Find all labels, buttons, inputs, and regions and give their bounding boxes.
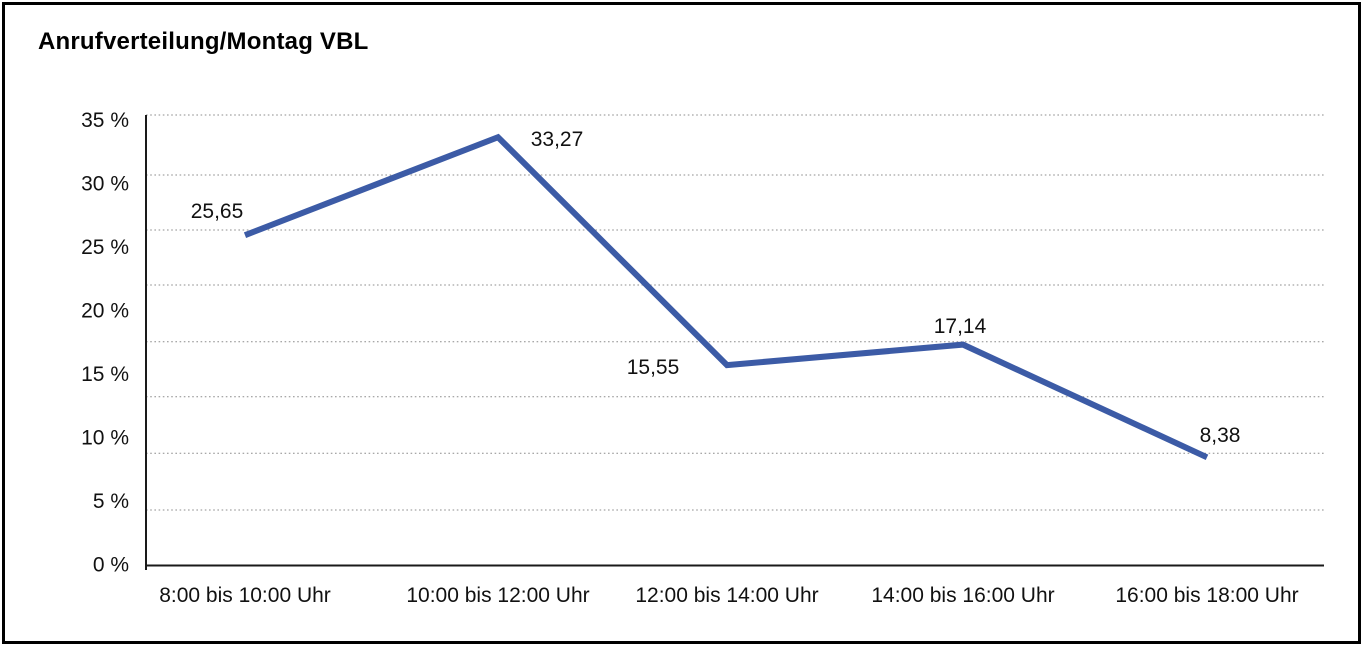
data-value-label: 25,65 <box>191 200 244 223</box>
data-value-label: 8,38 <box>1200 424 1241 447</box>
x-category-label: 12:00 bis 14:00 Uhr <box>635 584 818 607</box>
x-category-label: 10:00 bis 12:00 Uhr <box>406 584 589 607</box>
y-tick-label: 20 % <box>81 300 129 323</box>
x-category-label: 8:00 bis 10:00 Uhr <box>159 584 331 607</box>
y-tick-label: 25 % <box>81 236 129 259</box>
data-value-label: 15,55 <box>627 356 680 379</box>
y-tick-label: 10 % <box>81 427 129 450</box>
y-tick-label: 30 % <box>81 173 129 196</box>
y-tick-label: 0 % <box>93 554 129 577</box>
data-value-label: 17,14 <box>934 315 987 338</box>
x-category-label: 14:00 bis 16:00 Uhr <box>871 584 1054 607</box>
x-category-label: 16:00 bis 18:00 Uhr <box>1115 584 1298 607</box>
data-series-line <box>243 133 1209 461</box>
data-value-label: 33,27 <box>531 128 584 151</box>
y-tick-label: 15 % <box>81 363 129 386</box>
y-tick-label: 5 % <box>93 490 129 513</box>
chart-title: Anrufverteilung/Montag VBL <box>38 28 369 55</box>
y-tick-label: 35 % <box>81 109 129 132</box>
